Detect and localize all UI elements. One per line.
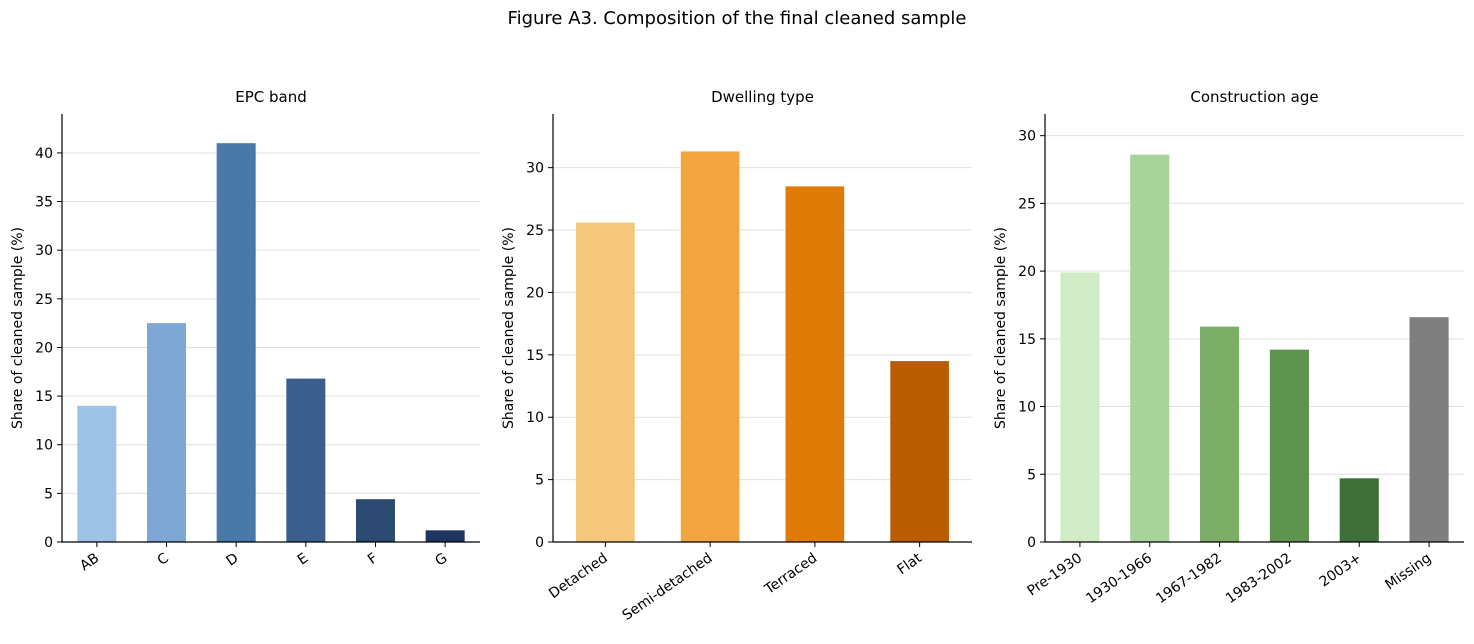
y-axis-label: Share of cleaned sample (%) [993,227,1009,429]
y-tick-label: 25 [1018,196,1036,212]
y-tick-label: 5 [44,486,53,502]
bar-g [425,530,465,542]
bar-1930-1966 [1130,154,1170,542]
y-tick-label: 5 [1027,467,1036,483]
x-tick-label: 2003+ [1317,550,1365,590]
y-tick-label: 40 [35,146,53,162]
bar-1967-1982 [1200,326,1240,542]
y-tick-label: 0 [1027,535,1036,551]
x-tick-label: 1967-1982 [1153,550,1225,607]
x-tick-label: D [223,550,241,569]
bar-f [355,499,396,542]
y-axis-label: Share of cleaned sample (%) [10,227,26,429]
x-tick-label: 1983-2002 [1223,550,1295,607]
x-tick-label: G [432,550,450,569]
x-tick-label: AB [77,550,102,574]
x-tick-label: Flat [894,550,925,578]
bar-semi-detached [680,151,740,543]
y-tick-label: 20 [1018,264,1036,280]
bar-terraced [785,186,845,543]
x-tick-label: E [295,550,311,568]
chart-title: EPC band [235,88,307,106]
y-tick-label: 0 [535,535,544,551]
chart-title: Construction age [1190,88,1318,106]
bar-ab [77,405,117,542]
chart-panel-construction-age: 0 5 10 15 20 25 30 Pre-19301930-19661967-198219… [993,88,1464,607]
y-tick-label: 30 [526,161,544,177]
x-tick-label: 1930-1966 [1083,550,1155,607]
y-axis-label: Share of cleaned sample (%) [501,227,517,429]
x-tick-label: Terraced [761,550,820,598]
y-tick-label: 10 [35,438,53,454]
bar-flat [890,361,949,542]
y-tick-label: 30 [1018,129,1036,145]
y-tick-label: 30 [35,243,53,259]
y-tick-label: 15 [35,389,53,405]
y-tick-label: 20 [35,340,53,356]
y-tick-label: 15 [526,348,544,364]
x-tick-label: Semi-detached [620,550,716,624]
bar-pre-1930 [1060,272,1100,542]
figure-title: Figure A3. Composition of the final clea… [507,8,967,29]
x-tick-label: F [365,550,381,568]
y-tick-label: 15 [1018,332,1036,348]
y-tick-label: 25 [35,292,53,308]
y-tick-label: 10 [526,410,544,426]
y-tick-label: 25 [526,223,544,239]
chart-panel-epc-band: 0 5 10 15 20 25 30 35 40 AB C D E F G EPC band Share of … [10,88,480,574]
y-tick-label: 5 [535,473,544,489]
chart-panel-dwelling-type: 0 5 10 15 20 25 30 Detached Semi-detached Terrace… [501,88,972,624]
bar-2003 [1339,478,1379,542]
bar-detached [576,222,635,543]
x-tick-label: Detached [546,550,611,602]
bar-e [286,378,326,542]
y-tick-label: 20 [526,285,544,301]
bar-c [146,323,187,542]
y-tick-label: 35 [35,195,53,211]
x-tick-label: Pre-1930 [1024,550,1085,599]
bar-d [216,143,256,542]
y-tick-label: 10 [1018,400,1036,416]
y-tick-label: 0 [44,535,53,551]
bar-missing [1409,317,1449,542]
chart-title: Dwelling type [711,88,814,106]
x-tick-label: C [155,550,172,569]
x-tick-label: Missing [1382,550,1434,593]
bar-1983-2002 [1269,349,1309,542]
